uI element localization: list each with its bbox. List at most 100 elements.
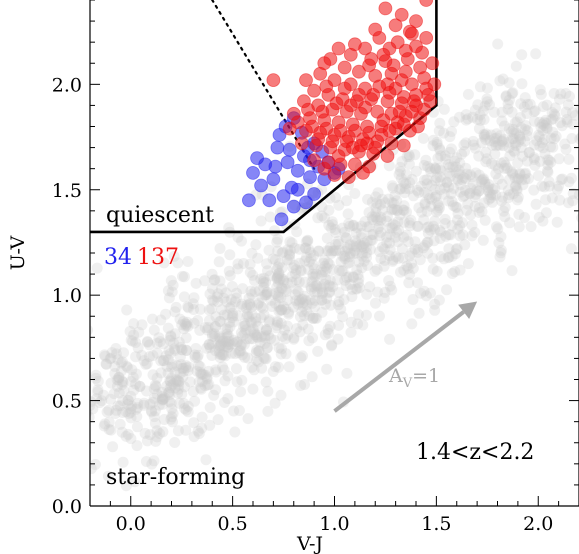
- data-point: [407, 94, 421, 109]
- background-point: [471, 113, 483, 125]
- background-point: [459, 146, 470, 157]
- background-point: [387, 255, 399, 267]
- background-point: [534, 155, 546, 167]
- background-point: [537, 125, 549, 136]
- background-point: [481, 82, 493, 94]
- background-point: [99, 418, 111, 430]
- background-point: [261, 325, 272, 337]
- background-point: [453, 164, 465, 176]
- background-point: [321, 363, 333, 375]
- background-point: [273, 342, 285, 354]
- background-point: [260, 324, 272, 336]
- background-point: [304, 247, 316, 259]
- x-axis-title: V-J: [296, 533, 323, 554]
- background-point: [170, 301, 182, 313]
- background-point: [575, 104, 579, 115]
- background-point: [520, 120, 532, 132]
- background-point: [349, 188, 361, 199]
- background-point: [166, 361, 178, 373]
- background-point: [165, 275, 177, 287]
- background-point: [271, 264, 283, 276]
- background-point: [226, 347, 238, 359]
- background-point: [244, 299, 256, 311]
- background-point: [313, 245, 325, 257]
- background-point: [206, 328, 218, 340]
- data-point: [415, 45, 430, 60]
- data-point: [388, 18, 403, 33]
- background-point: [514, 168, 526, 180]
- background-point: [128, 329, 140, 341]
- background-point: [169, 344, 181, 356]
- background-point: [541, 165, 553, 177]
- background-point: [434, 117, 446, 129]
- background-point: [508, 127, 520, 139]
- background-point: [486, 196, 498, 208]
- background-point: [148, 392, 160, 404]
- background-point: [535, 88, 547, 100]
- background-point: [131, 421, 143, 433]
- background-point: [308, 263, 320, 275]
- background-point: [383, 160, 395, 172]
- background-point: [309, 312, 321, 324]
- background-point: [422, 227, 434, 239]
- background-point: [148, 324, 160, 336]
- background-point: [328, 245, 340, 257]
- background-point: [427, 263, 439, 275]
- background-point: [203, 339, 215, 351]
- background-point: [358, 255, 370, 267]
- background-point: [288, 333, 300, 345]
- background-point: [280, 348, 292, 360]
- background-point: [549, 102, 561, 114]
- data-point: [425, 56, 440, 71]
- background-point: [111, 380, 123, 392]
- star-forming-region-label: star-forming: [106, 465, 245, 490]
- background-point: [253, 345, 265, 357]
- background-point: [148, 455, 160, 467]
- background-point: [540, 207, 552, 219]
- background-point: [278, 324, 290, 336]
- background-point: [149, 417, 161, 429]
- background-point: [500, 91, 512, 103]
- data-point: [411, 119, 425, 134]
- background-point: [409, 243, 421, 255]
- background-point: [245, 285, 257, 297]
- background-point: [506, 106, 518, 118]
- background-point: [218, 340, 230, 352]
- background-point: [201, 373, 213, 385]
- background-point: [503, 142, 515, 154]
- background-point: [484, 99, 495, 111]
- background-point: [256, 362, 268, 374]
- background-point: [324, 320, 336, 332]
- background-point: [208, 389, 220, 401]
- background-point: [309, 301, 321, 313]
- dust-vector-label: AV=1: [388, 365, 440, 391]
- redshift-range-label: 1.4<z<2.2: [416, 440, 534, 465]
- background-point: [202, 322, 214, 333]
- background-point: [450, 161, 462, 173]
- background-point: [522, 98, 533, 110]
- background-point: [231, 376, 243, 388]
- background-point: [434, 171, 446, 183]
- background-point: [383, 193, 395, 205]
- background-point: [359, 216, 371, 228]
- background-point: [182, 406, 194, 418]
- data-point: [382, 85, 397, 100]
- background-point: [378, 292, 390, 304]
- background-point: [422, 247, 434, 259]
- background-point: [300, 236, 312, 248]
- background-point: [438, 253, 450, 265]
- background-point: [492, 139, 504, 151]
- background-point: [515, 122, 527, 134]
- background-point: [163, 292, 175, 304]
- background-point: [415, 180, 427, 192]
- background-point: [301, 251, 312, 263]
- background-point: [155, 355, 167, 367]
- background-point: [294, 264, 306, 276]
- background-point: [146, 458, 158, 470]
- background-point: [431, 138, 443, 150]
- background-point: [449, 266, 461, 278]
- background-point: [518, 101, 530, 113]
- background-point: [202, 379, 213, 391]
- background-point: [292, 298, 304, 310]
- background-point: [317, 286, 329, 298]
